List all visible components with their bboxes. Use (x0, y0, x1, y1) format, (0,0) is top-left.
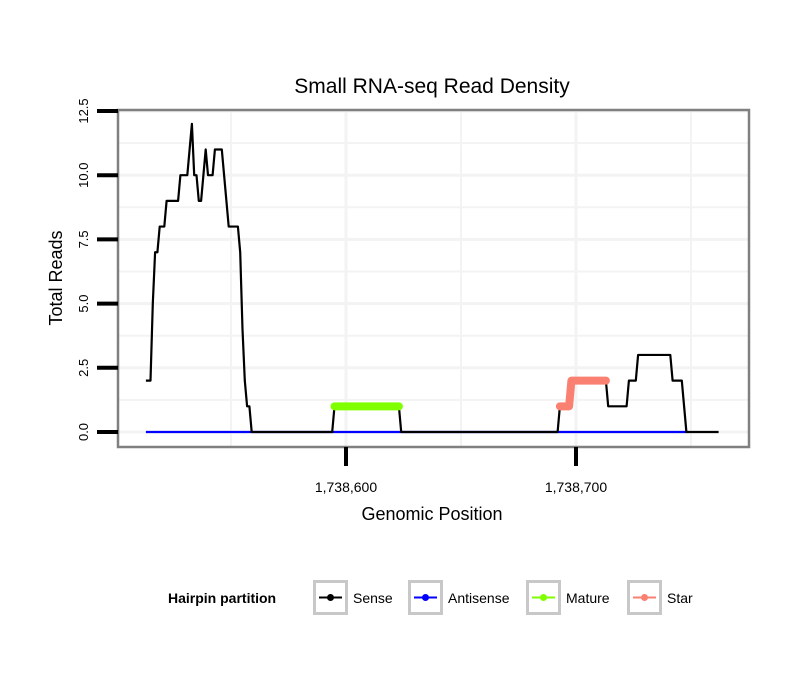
legend-label-antisense: Antisense (448, 590, 510, 606)
legend-label-sense: Sense (353, 590, 393, 606)
series-layer (145, 122, 719, 434)
legend-key-dot (422, 594, 429, 601)
x-axis: 1,738,600 1,738,700 (315, 447, 607, 495)
grid (118, 109, 749, 447)
legend-key-dot (540, 594, 547, 601)
y-tick-label: 7.5 (76, 230, 91, 248)
legend-key-dot (641, 594, 648, 601)
legend-title: Hairpin partition (168, 590, 276, 606)
y-tick-label: 0.0 (76, 423, 91, 441)
series-line-star (555, 376, 610, 411)
x-tick-label: 1,738,600 (315, 479, 377, 495)
legend-label-mature: Mature (566, 590, 610, 606)
series-line-sense (145, 122, 719, 434)
x-tick-label: 1,738,700 (545, 479, 607, 495)
y-axis-label: Total Reads (46, 230, 66, 325)
legend-key-dot (327, 594, 334, 601)
y-tick-label: 10.0 (76, 163, 91, 188)
legend: Hairpin partition Sense Antisense Mature St… (168, 580, 693, 615)
y-tick-label: 12.5 (76, 98, 91, 123)
y-tick-label: 5.0 (76, 295, 91, 313)
x-axis-label: Genomic Position (361, 504, 502, 524)
y-axis: 0.0 2.5 5.0 7.5 10.0 12.5 (76, 98, 118, 441)
legend-label-star: Star (667, 590, 693, 606)
chart-title: Small RNA-seq Read Density (294, 75, 570, 98)
panel-border (116, 108, 751, 449)
y-tick-label: 2.5 (76, 359, 91, 377)
